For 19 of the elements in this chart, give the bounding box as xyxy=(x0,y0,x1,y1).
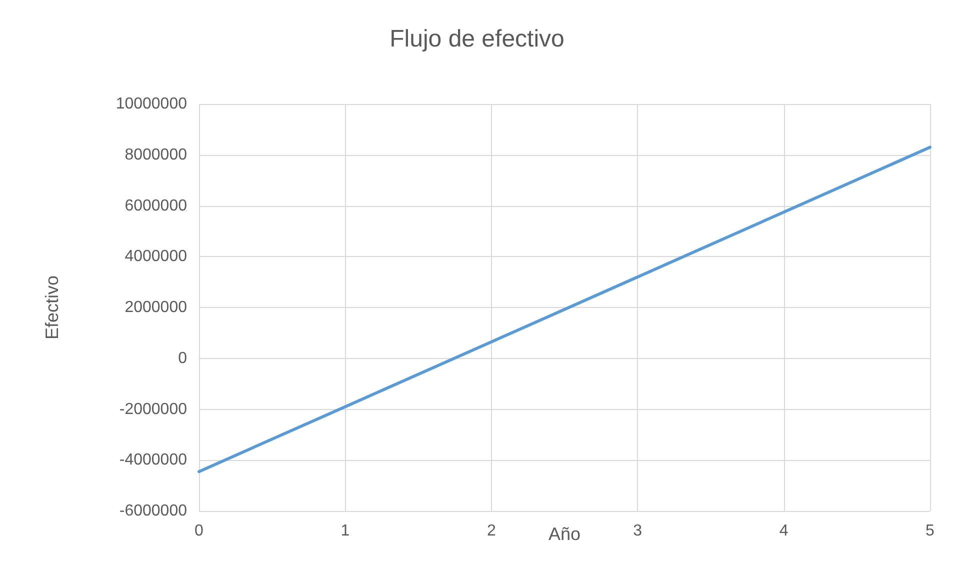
x-tick-label: 3 xyxy=(633,522,642,540)
y-tick-label: -4000000 xyxy=(119,452,188,469)
y-tick-label: -6000000 xyxy=(119,502,188,520)
x-tick-label: 0 xyxy=(194,522,204,540)
x-tick-label: 5 xyxy=(926,522,935,540)
y-tick-label: -2000000 xyxy=(119,400,188,418)
x-tick-label: 4 xyxy=(779,522,788,540)
chart-title: Flujo de efectivo xyxy=(390,26,564,52)
y-tick-label: 10000000 xyxy=(116,96,188,112)
y-tick-label: 4000000 xyxy=(124,248,188,266)
x-tick-label: 1 xyxy=(340,522,350,540)
y-tick-label: 8000000 xyxy=(124,146,188,164)
y-tick-label: 2000000 xyxy=(124,299,188,316)
y-tick-label: 0 xyxy=(178,350,188,367)
y-axis-title: Efectivo xyxy=(42,275,62,340)
line-series xyxy=(198,146,932,474)
x-axis-title: Año xyxy=(548,524,581,544)
x-tick-label: 2 xyxy=(486,522,496,540)
y-tick-label: 6000000 xyxy=(124,197,188,214)
